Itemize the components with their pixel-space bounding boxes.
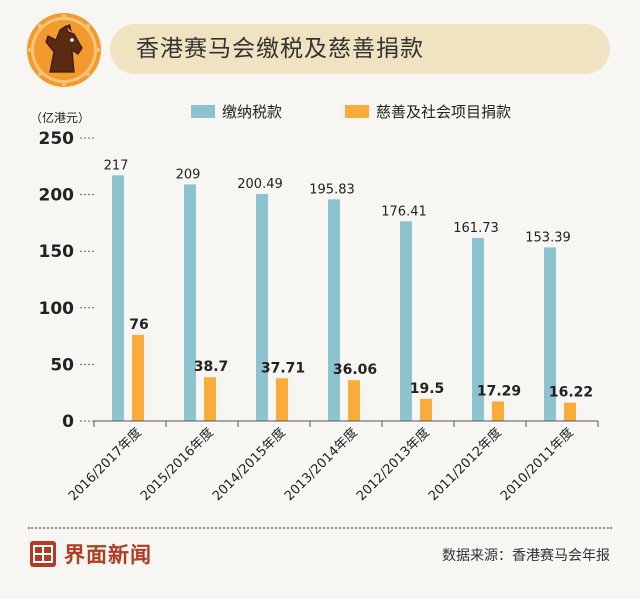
- y-tick-label: 50: [50, 355, 74, 375]
- page-title: 香港赛马会缴税及慈善捐款: [136, 36, 424, 62]
- bar-charity: [204, 377, 216, 421]
- legend-swatch-charity: [345, 105, 369, 118]
- brand-logo-icon: [30, 541, 56, 567]
- bar-tax: [256, 194, 268, 421]
- x-tick-label: 2012/2013年度: [353, 425, 433, 505]
- bar-charity: [348, 380, 360, 421]
- y-tick-label: 200: [39, 186, 75, 206]
- y-tick-label: 0: [62, 412, 74, 432]
- data-label-charity: 19.5: [410, 381, 445, 397]
- data-label-tax: 153.39: [525, 230, 571, 245]
- x-tick-label: 2014/2015年度: [209, 425, 289, 505]
- bar-charity: [276, 378, 288, 421]
- data-label-charity: 38.7: [194, 359, 229, 375]
- legend-label-charity: 慈善及社会项目捐款: [376, 103, 511, 121]
- bar-tax: [544, 247, 556, 421]
- footer-logo: 界面新闻: [30, 541, 152, 567]
- bar-tax: [472, 237, 484, 421]
- y-tick-label: 250: [39, 129, 75, 149]
- y-axis: 0 50 100 150 200 250: [39, 129, 94, 432]
- data-label-charity: 76: [129, 317, 148, 333]
- x-tick-label: 2015/2016年度: [137, 425, 217, 505]
- title-banner: 香港赛马会缴税及慈善捐款: [110, 24, 610, 74]
- data-label-tax: 209: [176, 167, 201, 182]
- data-label-tax: 161.73: [453, 221, 499, 236]
- chart-legend: 缴纳税款 慈善及社会项目捐款: [191, 103, 511, 121]
- x-axis: 2016/2017年度2015/2016年度2014/2015年度2013/20…: [65, 420, 599, 505]
- bar-charity: [132, 334, 144, 421]
- data-label-tax: 195.83: [309, 182, 355, 197]
- data-label-charity: 16.22: [549, 385, 593, 401]
- bar-charity: [492, 401, 504, 421]
- data-label-tax: 200.49: [237, 177, 283, 192]
- bar-tax: [184, 184, 196, 421]
- x-tick-label: 2010/2011年度: [497, 425, 577, 505]
- data-label-charity: 17.29: [477, 383, 521, 399]
- bar-charity: [420, 398, 432, 421]
- bar-charity: [564, 402, 576, 421]
- y-tick-label: 150: [39, 242, 75, 262]
- horse-badge-icon: [27, 13, 101, 87]
- x-tick-label: 2013/2014年度: [281, 425, 361, 505]
- footer-brand: 界面新闻: [64, 543, 152, 567]
- data-label-charity: 37.71: [261, 360, 305, 376]
- y-tick-label: 100: [39, 299, 75, 319]
- bar-tax: [112, 175, 124, 421]
- bars: 217 76 209 38.7 200.49 37.71 195.83 36.06 176.41…: [104, 158, 593, 421]
- data-source: 数据来源：香港赛马会年报: [442, 548, 610, 564]
- bar-tax: [328, 199, 340, 421]
- x-tick-label: 2011/2012年度: [425, 425, 505, 505]
- footer-divider: [28, 527, 612, 529]
- data-label-tax: 217: [104, 158, 129, 173]
- legend-label-tax: 缴纳税款: [222, 103, 282, 121]
- y-axis-unit-label: （亿港元）: [30, 110, 90, 125]
- x-tick-label: 2016/2017年度: [65, 425, 145, 505]
- data-label-charity: 36.06: [333, 362, 377, 378]
- bar-tax: [400, 221, 412, 421]
- legend-swatch-tax: [191, 105, 215, 118]
- data-label-tax: 176.41: [381, 204, 427, 219]
- bar-chart: 缴纳税款 慈善及社会项目捐款 （亿港元） 0 50 100 150 200 250 217…: [30, 103, 599, 505]
